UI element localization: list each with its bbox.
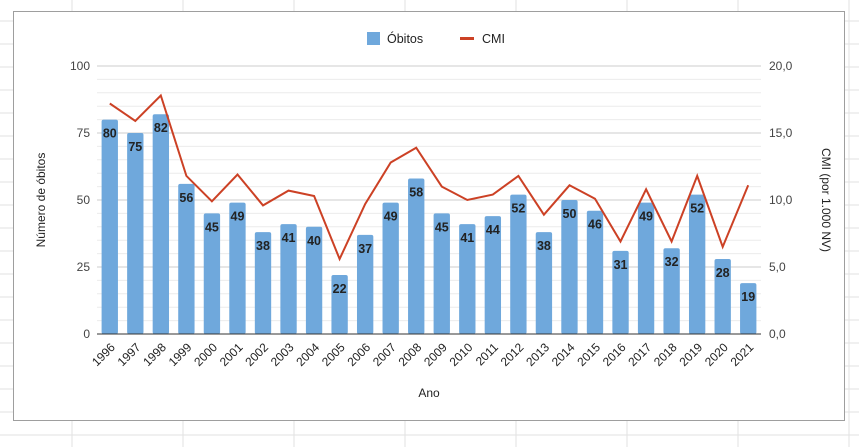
x-axis-tick-label: 2006 — [344, 340, 373, 369]
bar-obitos-2016[interactable] — [612, 250, 629, 334]
bar-data-label: 44 — [486, 223, 500, 237]
x-axis-tick-label: 2018 — [651, 340, 680, 369]
x-axis-tick-label: 2003 — [268, 340, 297, 369]
bar-data-label: 46 — [588, 218, 602, 232]
bar-obitos-1999[interactable] — [178, 183, 195, 334]
bar-obitos-2021[interactable] — [740, 283, 757, 334]
legend-swatch-obitos — [367, 32, 380, 45]
bar-data-label: 82 — [154, 121, 168, 135]
bar-obitos-2017[interactable] — [637, 202, 655, 334]
x-axis-tick-label: 1996 — [89, 340, 118, 369]
x-axis-tick-label: 2008 — [396, 340, 425, 369]
bar-data-label: 80 — [103, 127, 117, 141]
right-axis-tick-label: 5,0 — [769, 260, 786, 274]
x-axis-tick-label: 2007 — [370, 340, 399, 369]
x-axis-tick-label: 2009 — [421, 340, 450, 369]
bar-obitos-2005[interactable] — [331, 275, 348, 334]
right-axis-tick-label: 0,0 — [769, 327, 786, 341]
bar-data-label: 49 — [384, 210, 398, 224]
bar-obitos-2003[interactable] — [280, 224, 297, 334]
bar-obitos-2011[interactable] — [484, 216, 502, 334]
bar-data-label: 49 — [231, 210, 245, 224]
bar-data-label: 56 — [179, 191, 193, 205]
x-axis-tick-label: 2014 — [549, 340, 578, 369]
bar-obitos-2015[interactable] — [586, 210, 604, 334]
bar-data-label: 52 — [690, 202, 704, 216]
right-axis-tick-label: 10,0 — [769, 193, 793, 207]
right-axis-tick-label: 20,0 — [769, 59, 793, 73]
bar-obitos-1997[interactable] — [127, 133, 144, 334]
bar-obitos-2002[interactable] — [254, 232, 272, 334]
bar-data-label: 37 — [358, 242, 372, 256]
bar-data-label: 58 — [409, 186, 423, 200]
x-axis-tick-label: 2017 — [625, 340, 654, 369]
left-axis-tick-label: 50 — [77, 193, 91, 207]
bar-obitos-2019[interactable] — [688, 194, 706, 334]
bar-obitos-2008[interactable] — [408, 178, 425, 334]
bar-data-label: 38 — [256, 239, 270, 253]
x-axis-tick-label: 2021 — [728, 340, 757, 369]
x-axis-tick-label: 2016 — [600, 340, 629, 369]
bar-data-label: 50 — [563, 207, 577, 221]
x-axis-tick-label: 1998 — [140, 340, 169, 369]
bar-obitos-2000[interactable] — [203, 213, 221, 334]
bar-data-label: 40 — [307, 234, 321, 248]
bar-obitos-2020[interactable] — [714, 258, 731, 334]
line-cmi[interactable] — [109, 93, 750, 262]
legend-label-cmi: CMI — [482, 32, 505, 46]
legend-label-obitos: Óbitos — [387, 31, 423, 46]
x-axis-tick-label: 2020 — [702, 340, 731, 369]
bar-obitos-1998[interactable] — [152, 114, 170, 335]
right-axis-tick-label: 15,0 — [769, 126, 793, 140]
bar-data-label: 49 — [639, 210, 653, 224]
bar-obitos-2013[interactable] — [535, 232, 553, 334]
x-axis-tick-label: 2001 — [217, 340, 246, 369]
x-axis-tick-label: 2012 — [498, 340, 527, 369]
x-axis-tick-label: 1999 — [166, 340, 195, 369]
bar-obitos-2006[interactable] — [356, 234, 374, 334]
x-axis-title: Ano — [418, 386, 440, 400]
combo-chart: 0 25 50 75 100 0,0 5,0 10,0 15,0 20,0 80 75 82 56 45 49… — [34, 31, 833, 400]
x-axis-tick-label: 2013 — [523, 340, 552, 369]
right-axis-title: CMI (por 1.000 NV) — [819, 148, 833, 252]
x-axis-tick-label: 2000 — [191, 340, 220, 369]
legend: Óbitos CMI — [367, 31, 505, 46]
x-axis-tick-label: 2002 — [242, 340, 271, 369]
bar-data-label: 19 — [741, 290, 755, 304]
bar-obitos-2018[interactable] — [663, 248, 680, 334]
left-axis-tick-label: 100 — [70, 59, 90, 73]
bar-data-label: 32 — [665, 255, 679, 269]
bar-data-label: 28 — [716, 266, 730, 280]
bar-obitos-2007[interactable] — [382, 202, 399, 334]
left-axis-tick-label: 0 — [83, 327, 90, 341]
x-axis-tick-label: 2019 — [676, 340, 705, 369]
left-axis-tick-label: 25 — [77, 260, 91, 274]
bar-obitos-2001[interactable] — [229, 202, 246, 334]
x-axis-tick-label: 2005 — [319, 340, 348, 369]
x-axis-tick-label: 2015 — [574, 340, 603, 369]
bar-data-label: 45 — [205, 220, 219, 234]
left-axis-tick-label: 75 — [77, 126, 91, 140]
bar-obitos-2014[interactable] — [561, 200, 578, 334]
legend-swatch-cmi — [460, 37, 474, 40]
bar-obitos-2004[interactable] — [305, 226, 323, 334]
x-axis-tick-label: 2011 — [473, 340, 501, 368]
bar-obitos-2010[interactable] — [459, 224, 476, 334]
bar-data-label: 75 — [128, 140, 142, 154]
bar-data-label: 38 — [537, 239, 551, 253]
bar-obitos-2009[interactable] — [433, 213, 450, 334]
bar-obitos-1996[interactable] — [101, 119, 118, 334]
bar-obitos-2012[interactable] — [510, 194, 527, 334]
left-axis-title: Número de óbitos — [34, 153, 48, 248]
bar-data-label: 41 — [460, 231, 474, 245]
x-axis-tick-label: 2010 — [447, 340, 476, 369]
x-axis-tick-label: 1997 — [115, 340, 144, 369]
x-axis-tick-label: 2004 — [293, 340, 322, 369]
bar-data-label: 45 — [435, 220, 449, 234]
bar-data-label: 52 — [511, 202, 525, 216]
bar-data-label: 31 — [614, 258, 628, 272]
chart-container[interactable]: 0 25 50 75 100 0,0 5,0 10,0 15,0 20,0 80 75 82 56 45 49… — [13, 11, 845, 421]
bar-data-label: 41 — [282, 231, 296, 245]
bar-data-label: 22 — [333, 282, 347, 296]
